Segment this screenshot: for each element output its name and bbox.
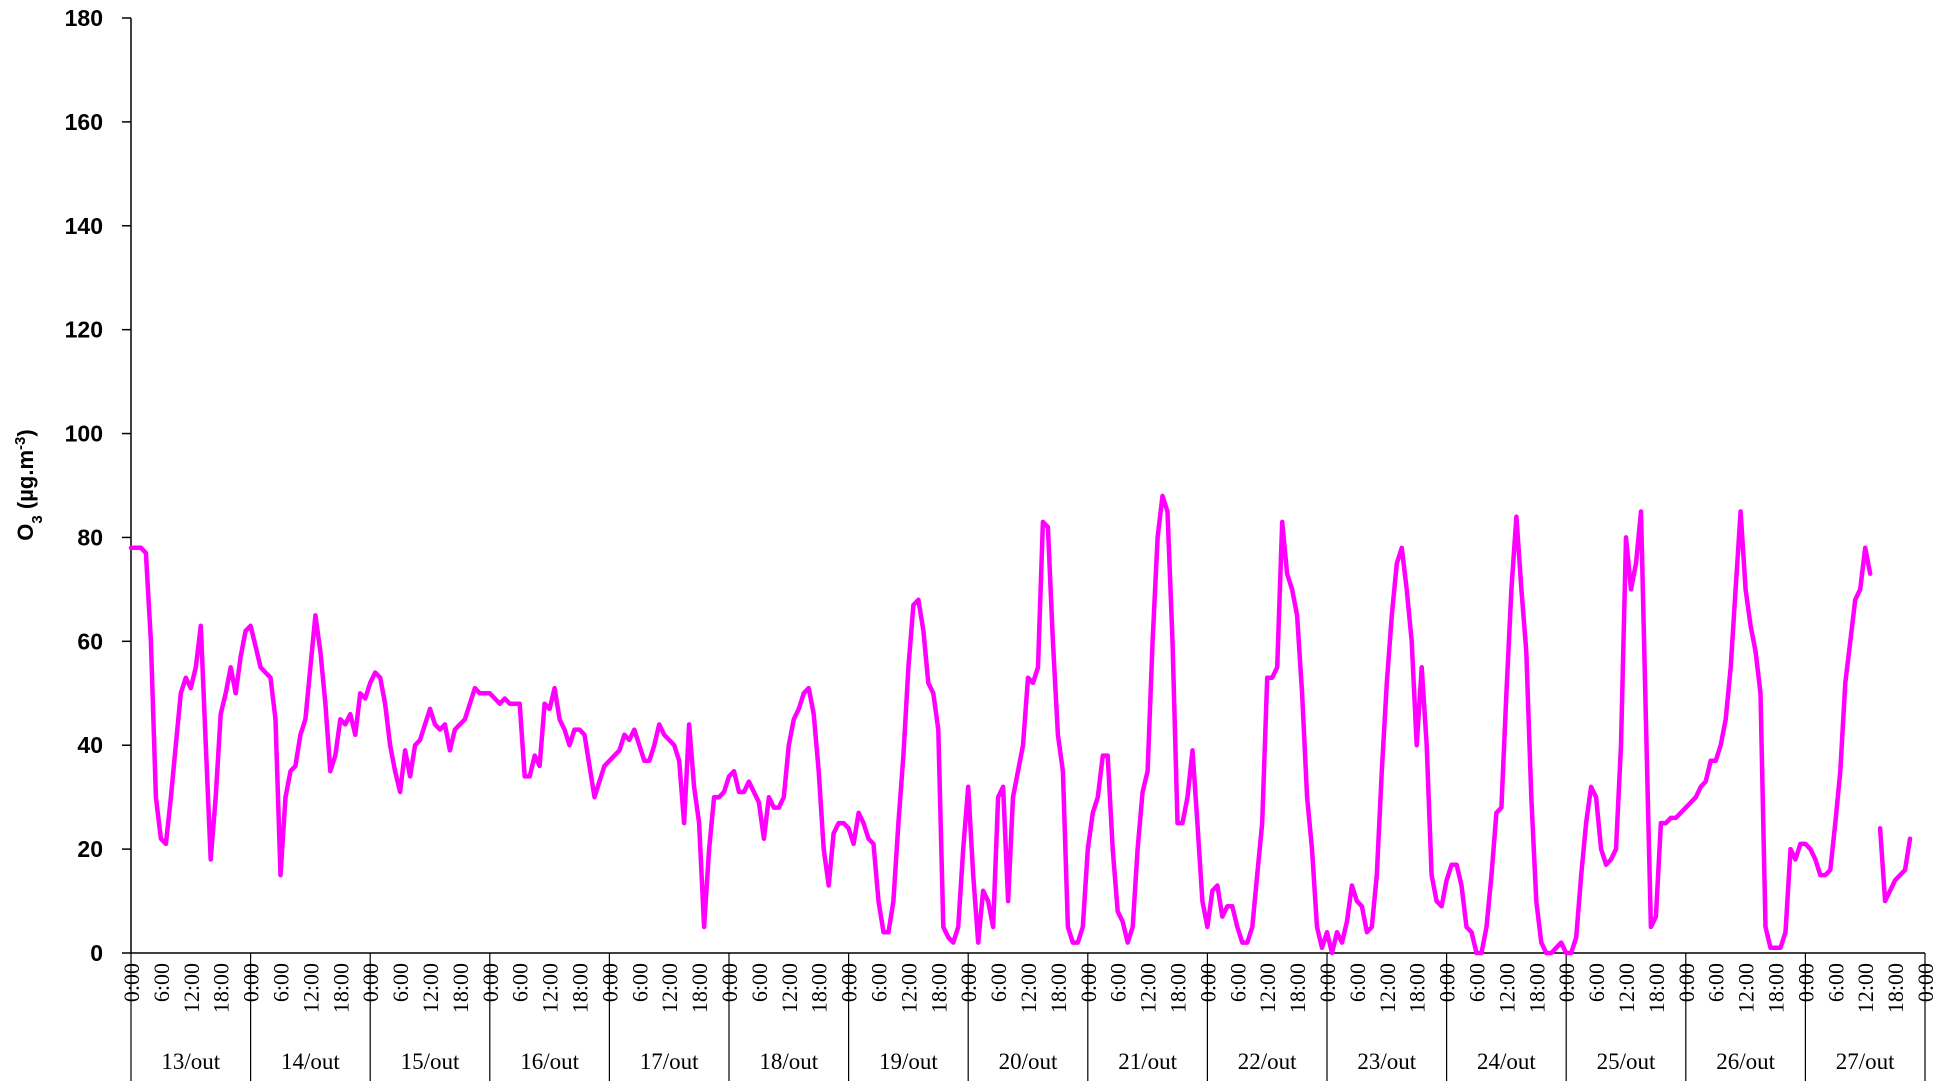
hour-tick-label: 0:00 xyxy=(239,963,264,1002)
hour-tick-label: 6:00 xyxy=(149,963,174,1002)
hour-tick-label: 0:00 xyxy=(1195,963,1220,1002)
series-line xyxy=(1877,826,1913,904)
day-label: 21/out xyxy=(1118,1049,1177,1074)
hour-tick-label: 6:00 xyxy=(1345,963,1370,1002)
hour-tick-label: 0:00 xyxy=(717,963,742,1002)
hour-tick-label: 6:00 xyxy=(1465,963,1490,1002)
hour-tick-label: 6:00 xyxy=(269,963,294,1002)
hour-tick-label: 18:00 xyxy=(1644,963,1669,1013)
hour-tick-label: 0:00 xyxy=(1793,963,1818,1002)
hour-tick-label: 12:00 xyxy=(1375,963,1400,1013)
y-axis-label: O3 (µg.m-3) xyxy=(12,429,46,540)
y-label-unit-open: (µg.m xyxy=(13,450,38,515)
hour-tick-label: 18:00 xyxy=(568,963,593,1013)
hour-tick-label: 18:00 xyxy=(209,963,234,1013)
hour-tick-label: 18:00 xyxy=(926,963,951,1013)
day-label: 13/out xyxy=(161,1049,220,1074)
hour-tick-label: 18:00 xyxy=(448,963,473,1013)
hour-tick-label: 0:00 xyxy=(1315,963,1340,1002)
hour-tick-label: 18:00 xyxy=(328,963,353,1013)
day-label: 16/out xyxy=(520,1049,579,1074)
hour-tick-label: 12:00 xyxy=(1494,963,1519,1013)
hour-tick-label: 6:00 xyxy=(388,963,413,1002)
hour-tick-label: 12:00 xyxy=(298,963,323,1013)
hour-tick-label: 0:00 xyxy=(1913,963,1938,1002)
y-tick-label: 20 xyxy=(77,836,103,862)
y-label-sub: 3 xyxy=(29,515,46,523)
hour-tick-label: 6:00 xyxy=(1225,963,1250,1002)
hour-tick-label: 12:00 xyxy=(538,963,563,1013)
hour-tick-label: 12:00 xyxy=(1255,963,1280,1013)
hour-tick-label: 18:00 xyxy=(807,963,832,1013)
day-label: 20/out xyxy=(999,1049,1058,1074)
y-tick-label: 100 xyxy=(65,421,103,447)
hour-tick-label: 18:00 xyxy=(1285,963,1310,1013)
hour-tick-label: 12:00 xyxy=(418,963,443,1013)
y-tick-label: 140 xyxy=(65,213,103,239)
hour-tick-label: 6:00 xyxy=(747,963,772,1002)
day-label: 25/out xyxy=(1597,1049,1656,1074)
hour-tick-label: 0:00 xyxy=(1435,963,1460,1002)
hour-tick-label: 0:00 xyxy=(478,963,503,1002)
series-layer xyxy=(128,493,1913,956)
y-label-unit-sup: -3 xyxy=(12,437,29,450)
hour-tick-label: 12:00 xyxy=(1853,963,1878,1013)
hour-tick-label: 0:00 xyxy=(1076,963,1101,1002)
y-tick-label: 180 xyxy=(65,5,103,31)
hour-tick-label: 6:00 xyxy=(986,963,1011,1002)
hour-tick-label: 18:00 xyxy=(1166,963,1191,1013)
hour-tick-label: 18:00 xyxy=(1883,963,1908,1013)
hour-tick-label: 0:00 xyxy=(597,963,622,1002)
day-label: 23/out xyxy=(1357,1049,1416,1074)
day-label: 24/out xyxy=(1477,1049,1536,1074)
hour-tick-label: 6:00 xyxy=(1106,963,1131,1002)
hour-tick-label: 0:00 xyxy=(358,963,383,1002)
y-tick-label: 80 xyxy=(77,524,103,550)
hour-tick-label: 18:00 xyxy=(1046,963,1071,1013)
hour-tick-label: 0:00 xyxy=(956,963,981,1002)
day-label: 26/out xyxy=(1716,1049,1775,1074)
chart-axes xyxy=(130,18,1925,954)
hour-tick-label: 0:00 xyxy=(1554,963,1579,1002)
y-axis-ticks: 0 20 40 60 80 100 120 140 160 180 xyxy=(65,5,131,966)
day-label: 14/out xyxy=(281,1049,340,1074)
hour-tick-label: 12:00 xyxy=(777,963,802,1013)
day-label: 18/out xyxy=(759,1049,818,1074)
day-label: 27/out xyxy=(1836,1049,1895,1074)
hour-tick-label: 0:00 xyxy=(119,963,144,1002)
hour-tick-label: 12:00 xyxy=(896,963,921,1013)
hour-tick-label: 12:00 xyxy=(179,963,204,1013)
day-label: 22/out xyxy=(1238,1049,1297,1074)
hour-tick-label: 6:00 xyxy=(1584,963,1609,1002)
hour-tick-label: 12:00 xyxy=(1136,963,1161,1013)
day-label: 19/out xyxy=(879,1049,938,1074)
day-label: 17/out xyxy=(640,1049,699,1074)
hour-tick-label: 6:00 xyxy=(1823,963,1848,1002)
hour-tick-label: 18:00 xyxy=(687,963,712,1013)
y-tick-label: 160 xyxy=(65,109,103,135)
hour-tick-label: 18:00 xyxy=(1764,963,1789,1013)
hour-tick-label: 6:00 xyxy=(508,963,533,1002)
hour-tick-label: 0:00 xyxy=(1674,963,1699,1002)
hour-tick-label: 6:00 xyxy=(867,963,892,1002)
hour-tick-label: 12:00 xyxy=(657,963,682,1013)
hour-tick-label: 0:00 xyxy=(837,963,862,1002)
series-line xyxy=(128,493,1873,956)
y-tick-label: 0 xyxy=(90,940,103,966)
hour-tick-label: 18:00 xyxy=(1524,963,1549,1013)
y-label-unit-close: ) xyxy=(13,429,38,436)
y-tick-label: 60 xyxy=(77,628,103,654)
day-label: 15/out xyxy=(401,1049,460,1074)
y-label-base: O xyxy=(13,524,38,541)
hour-tick-label: 6:00 xyxy=(1704,963,1729,1002)
hour-tick-label: 12:00 xyxy=(1614,963,1639,1013)
hour-tick-label: 6:00 xyxy=(627,963,652,1002)
y-tick-label: 40 xyxy=(77,732,103,758)
y-tick-label: 120 xyxy=(65,317,103,343)
hour-tick-label: 12:00 xyxy=(1016,963,1041,1013)
hour-tick-label: 18:00 xyxy=(1405,963,1430,1013)
hour-tick-label: 12:00 xyxy=(1734,963,1759,1013)
